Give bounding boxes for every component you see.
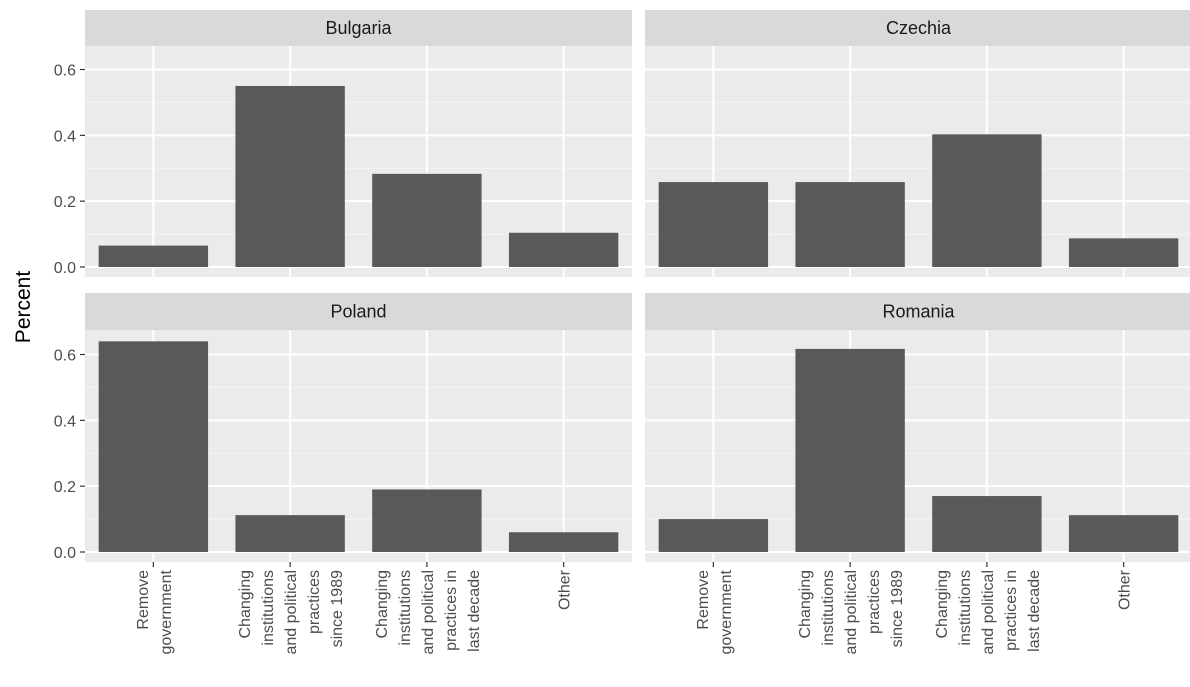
x-tick-label-line: last decade: [466, 570, 483, 652]
x-tick-label-line: Remove: [695, 570, 712, 630]
x-tick-label-line: Changing: [237, 570, 254, 639]
bar: [1068, 515, 1179, 552]
y-tick-label: 0.0: [54, 545, 76, 562]
y-tick-label: 0.4: [54, 413, 76, 430]
x-tick-label: Changing institutions and political practic…: [374, 570, 483, 655]
bar: [658, 519, 769, 552]
strip-label: Bulgaria: [325, 18, 392, 38]
strip-background: [85, 10, 632, 46]
bar: [98, 341, 209, 552]
bar: [932, 496, 1042, 552]
x-tick-label-line: Remove: [135, 570, 152, 630]
x-tick-label-line: and political: [980, 570, 997, 655]
x-tick-label-line: government: [718, 569, 735, 654]
x-tick-label-line: government: [158, 569, 175, 654]
x-tick-label-line: since 1989: [889, 570, 906, 647]
bar: [235, 515, 345, 552]
x-tick-label: Changing institutions and political practic…: [934, 570, 1043, 655]
bar: [658, 182, 769, 267]
x-tick-label-line: practices in: [443, 570, 460, 651]
x-tick-label-line: Changing: [934, 570, 951, 639]
x-tick-label-line: institutions: [820, 570, 837, 646]
x-tick-label-line: and political: [420, 570, 437, 655]
bar: [235, 85, 345, 267]
bar: [372, 489, 482, 552]
x-tick-label-line: and political: [283, 570, 300, 655]
strip-background: [645, 293, 1190, 330]
y-tick-label: 0.6: [54, 348, 76, 365]
strip-background: [85, 293, 632, 330]
x-tick-label: Changing institutions and political practic…: [237, 570, 346, 655]
y-tick-label: 0.2: [54, 194, 76, 211]
bar: [98, 245, 209, 267]
x-tick-label: Other: [1117, 569, 1134, 610]
bar: [508, 532, 619, 552]
x-tick-label-line: since 1989: [329, 570, 346, 647]
bar: [795, 182, 905, 267]
x-tick-label-line: institutions: [260, 570, 277, 646]
x-tick-label-line: Other: [1117, 569, 1134, 610]
strip-label: Czechia: [886, 18, 952, 38]
x-tick-label-line: Changing: [797, 570, 814, 639]
panel-czechia: Czechia: [645, 10, 1190, 277]
strip-label: Poland: [330, 302, 386, 322]
panel-poland: Poland 0.0 0.2 0.4 0.6 Remove government Changi…: [54, 293, 632, 655]
x-tick-label-line: Changing: [374, 570, 391, 639]
x-tick-label-line: institutions: [397, 570, 414, 646]
x-tick-label: Other: [557, 569, 574, 610]
panel-romania: Romania Remove government Changing instituti…: [645, 293, 1190, 655]
panel-bulgaria: Bulgaria 0.0 0.2 0.4 0.6: [54, 10, 632, 277]
bar: [795, 348, 905, 552]
bar: [508, 232, 619, 267]
x-tick-label-line: last decade: [1026, 570, 1043, 652]
y-axis-title: Percent: [12, 271, 35, 344]
x-tick-label-line: Other: [557, 569, 574, 610]
y-tick-label: 0.0: [54, 260, 76, 277]
y-tick-label: 0.6: [54, 63, 76, 80]
x-tick-label-line: and political: [843, 570, 860, 655]
x-tick-label: Remove government: [695, 569, 735, 654]
y-tick-label: 0.4: [54, 128, 76, 145]
y-tick-label: 0.2: [54, 479, 76, 496]
strip-background: [645, 10, 1190, 46]
bar: [372, 173, 482, 267]
x-tick-label-line: practices: [306, 570, 323, 634]
bar: [932, 134, 1042, 267]
bar: [1068, 238, 1179, 267]
x-tick-label-line: institutions: [957, 570, 974, 646]
x-tick-label: Changing institutions and political practic…: [797, 570, 906, 655]
x-tick-label-line: practices in: [1003, 570, 1020, 651]
strip-label: Romania: [882, 302, 955, 322]
x-tick-label: Remove government: [135, 569, 175, 654]
x-tick-label-line: practices: [866, 570, 883, 634]
panels-layer: Bulgaria 0.0 0.2 0.4 0.6 Czechia Poland 0.0 0.2 0…: [54, 10, 1190, 655]
